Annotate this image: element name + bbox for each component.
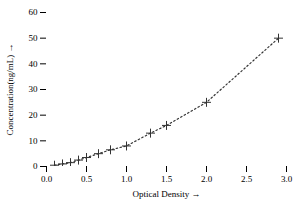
- svg-text:0.0: 0.0: [41, 174, 53, 184]
- svg-text:50: 50: [29, 33, 39, 43]
- svg-text:60: 60: [29, 7, 39, 17]
- svg-text:30: 30: [29, 84, 39, 94]
- svg-text:2.0: 2.0: [201, 174, 213, 184]
- svg-text:20: 20: [29, 110, 39, 120]
- svg-text:3.0: 3.0: [281, 174, 293, 184]
- svg-text:10: 10: [29, 136, 39, 146]
- svg-text:40: 40: [29, 59, 39, 69]
- svg-text:Concentration(ng/mL) →: Concentration(ng/mL) →: [5, 43, 15, 135]
- svg-text:1.0: 1.0: [121, 174, 133, 184]
- svg-text:Optical Density →: Optical Density →: [133, 189, 201, 199]
- svg-text:2.5: 2.5: [241, 174, 253, 184]
- svg-text:0.5: 0.5: [81, 174, 93, 184]
- svg-text:1.5: 1.5: [161, 174, 173, 184]
- svg-text:0: 0: [33, 161, 38, 171]
